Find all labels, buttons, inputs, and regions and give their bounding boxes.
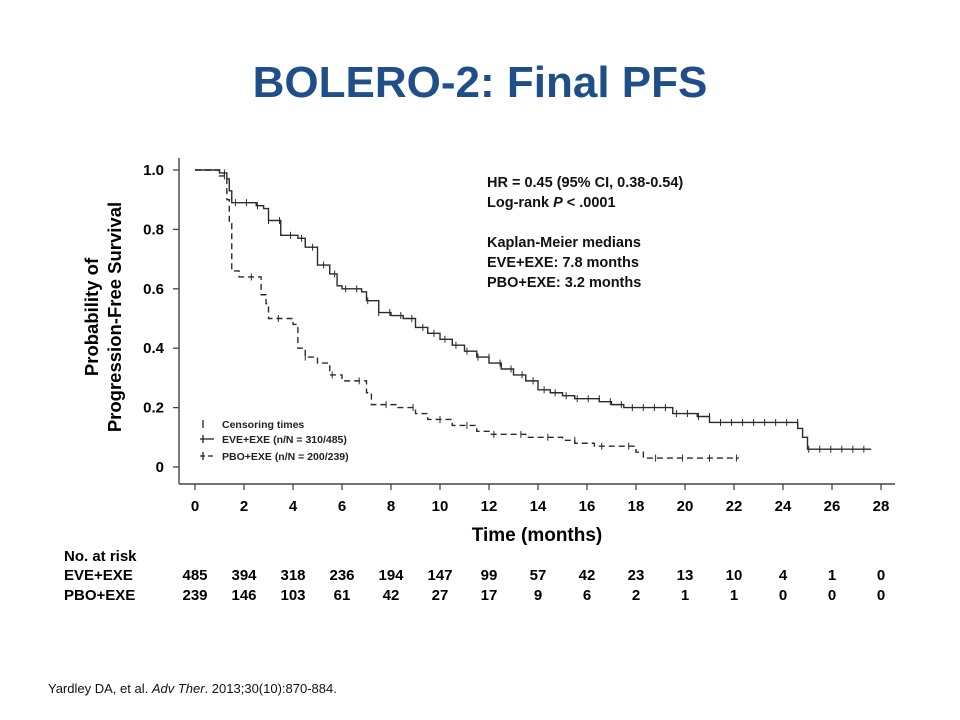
risk-value: 23 — [627, 567, 645, 584]
risk-value: 9 — [533, 587, 543, 604]
legend-censoring-label: Censoring times — [222, 419, 304, 431]
median-pbo: PBO+EXE: 3.2 months — [487, 275, 642, 291]
y-tick-label: 0.2 — [143, 400, 164, 417]
risk-value: 485 — [182, 567, 208, 584]
chart-legend: Censoring times EVE+EXE (n/N = 310/485) … — [200, 419, 349, 463]
x-tick-label: 24 — [775, 498, 792, 515]
legend-eve-label: EVE+EXE (n/N = 310/485) — [222, 434, 347, 446]
risk-value: 2 — [631, 587, 641, 604]
risk-value: 57 — [529, 567, 547, 584]
risk-value: 99 — [480, 567, 498, 584]
risk-value: 1 — [827, 567, 837, 584]
y-axis-label-line1: Probability of — [81, 257, 102, 376]
x-tick-label: 20 — [677, 498, 694, 515]
x-tick-label: 4 — [289, 498, 298, 515]
x-tick-label: 22 — [726, 498, 743, 515]
x-tick-label: 0 — [191, 498, 199, 515]
risk-value: 236 — [329, 567, 355, 584]
risk-row-label: PBO+EXE — [64, 587, 136, 604]
medians-title: Kaplan-Meier medians — [487, 235, 641, 251]
risk-value: 42 — [382, 587, 400, 604]
risk-table-header: No. at risk — [64, 548, 137, 565]
stats-box: HR = 0.45 (95% CI, 0.38-0.54) Log-rank P… — [487, 173, 683, 293]
risk-value: 194 — [378, 567, 404, 584]
x-tick-label: 14 — [530, 498, 547, 515]
y-tick-label: 1.0 — [143, 162, 164, 179]
risk-value: 17 — [480, 587, 498, 604]
risk-value: 1 — [729, 587, 739, 604]
x-tick-label: 28 — [873, 498, 890, 515]
risk-value: 394 — [231, 567, 257, 584]
slide-title: BOLERO-2: Final PFS — [252, 58, 708, 107]
y-axis-label-line2: Progression-Free Survival — [104, 202, 125, 432]
risk-row-label: EVE+EXE — [64, 567, 133, 584]
curve-pbo-exe — [195, 169, 739, 459]
risk-value: 61 — [333, 587, 351, 604]
risk-value: 27 — [431, 587, 449, 604]
x-tick-label: 18 — [628, 498, 645, 515]
risk-value: 0 — [876, 587, 886, 604]
y-tick-label: 0.4 — [143, 340, 165, 357]
risk-value: 10 — [725, 567, 743, 584]
risk-value: 0 — [827, 587, 837, 604]
risk-value: 4 — [778, 567, 788, 584]
risk-value: 103 — [280, 587, 306, 604]
chart-censor-marks — [223, 169, 865, 462]
x-tick-label: 16 — [579, 498, 596, 515]
citation: Yardley DA, et al. Adv Ther. 2013;30(10)… — [48, 681, 337, 696]
risk-value: 42 — [578, 567, 596, 584]
x-tick-label: 8 — [387, 498, 395, 515]
risk-value: 13 — [676, 567, 694, 584]
risk-value: 318 — [280, 567, 306, 584]
y-tick-label: 0.8 — [143, 221, 164, 238]
risk-value: 146 — [231, 587, 257, 604]
x-tick-label: 12 — [481, 498, 498, 515]
risk-value: 239 — [182, 587, 208, 604]
y-tick-label: 0 — [156, 459, 164, 476]
median-eve: EVE+EXE: 7.8 months — [487, 255, 639, 271]
hazard-ratio: HR = 0.45 (95% CI, 0.38-0.54) — [487, 175, 684, 191]
chart-axes — [178, 158, 895, 485]
x-tick-label: 6 — [338, 498, 346, 515]
y-tick-label: 0.6 — [143, 281, 164, 298]
risk-value: 0 — [778, 587, 788, 604]
risk-value: 147 — [427, 567, 453, 584]
risk-value: 1 — [680, 587, 690, 604]
x-tick-label: 26 — [824, 498, 841, 515]
legend-pbo-label: PBO+EXE (n/N = 200/239) — [222, 451, 349, 463]
x-axis-label: Time (months) — [472, 525, 603, 546]
risk-value: 0 — [876, 567, 886, 584]
risk-value: 6 — [582, 587, 592, 604]
x-tick-label: 2 — [240, 498, 248, 515]
logrank-line: Log-rank P < .0001 — [487, 195, 616, 211]
x-tick-label: 10 — [432, 498, 449, 515]
chart-ticks: 00.20.40.60.81.00 2 4 6 8 10 12 14 16 18 20 22 24 26 2… — [143, 162, 889, 515]
